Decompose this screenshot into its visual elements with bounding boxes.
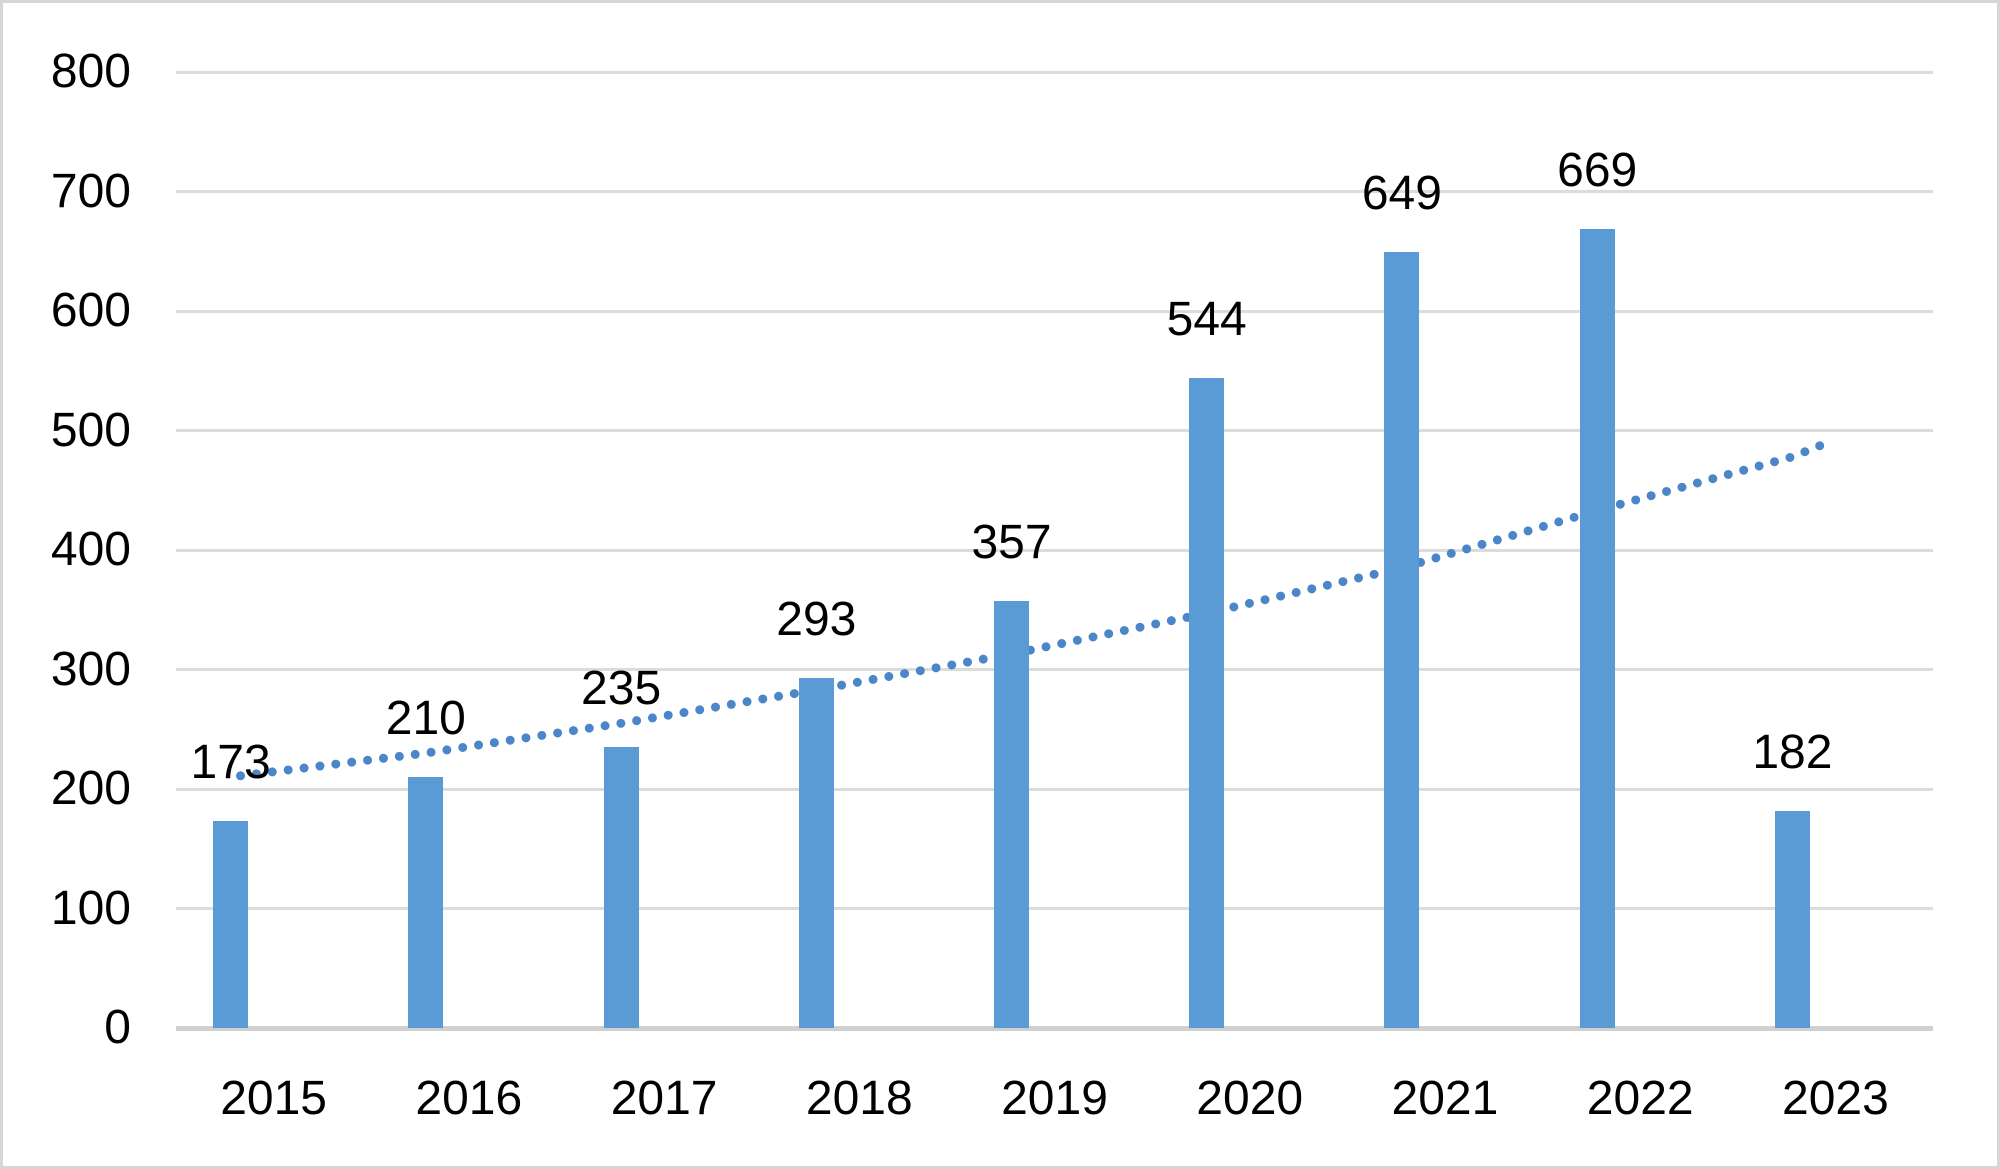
bar-value-label: 544	[1166, 292, 1247, 346]
gridline	[176, 907, 1933, 910]
bar-value-label: 649	[1361, 167, 1442, 221]
bar	[603, 747, 639, 1028]
bar	[1189, 377, 1225, 1028]
bar	[408, 777, 444, 1028]
x-axis-label: 2021	[1391, 1072, 1499, 1125]
gridline	[176, 70, 1933, 74]
y-axis-label: 200	[50, 762, 131, 815]
y-axis-label: 800	[50, 45, 131, 98]
y-axis-label: 300	[50, 642, 131, 696]
y-axis-label: 100	[50, 881, 131, 935]
x-axis-label: 2019	[1001, 1072, 1108, 1125]
x-axis-label: 2018	[805, 1072, 913, 1125]
bar	[213, 821, 249, 1028]
gridline	[176, 429, 1933, 432]
gridline	[176, 548, 1933, 552]
y-axis-label: 400	[50, 523, 131, 576]
bar	[994, 601, 1029, 1028]
bar-value-label: 669	[1557, 143, 1638, 197]
bar	[1774, 810, 1810, 1028]
x-axis-label: 2020	[1196, 1072, 1304, 1125]
bar-value-label: 293	[776, 592, 857, 646]
x-axis-label: 2016	[415, 1072, 523, 1125]
y-axis-label: 500	[50, 403, 131, 457]
bar-value-label: 357	[971, 516, 1052, 570]
y-axis-label: 700	[50, 164, 131, 218]
x-axis-line	[176, 1025, 1933, 1031]
bar	[1384, 252, 1420, 1028]
bar-value-label: 182	[1752, 725, 1833, 779]
gridline	[176, 668, 1933, 671]
y-axis-label: 600	[50, 284, 131, 337]
bar-value-label: 210	[385, 692, 466, 745]
gridline	[176, 190, 1933, 193]
bar	[1579, 228, 1615, 1028]
bar-value-label: 235	[581, 662, 662, 716]
trendline-path	[226, 439, 1830, 782]
x-axis-label: 2017	[610, 1072, 718, 1125]
gridline	[176, 309, 1933, 313]
trendline	[226, 439, 1830, 782]
gridline	[176, 787, 1933, 791]
y-axis-label: 0	[104, 1001, 131, 1054]
bar	[798, 677, 834, 1028]
x-axis-label: 2015	[220, 1072, 327, 1125]
x-axis-label: 2022	[1586, 1072, 1694, 1125]
bar-value-label: 173	[190, 736, 271, 790]
x-axis-label: 2023	[1782, 1072, 1889, 1125]
